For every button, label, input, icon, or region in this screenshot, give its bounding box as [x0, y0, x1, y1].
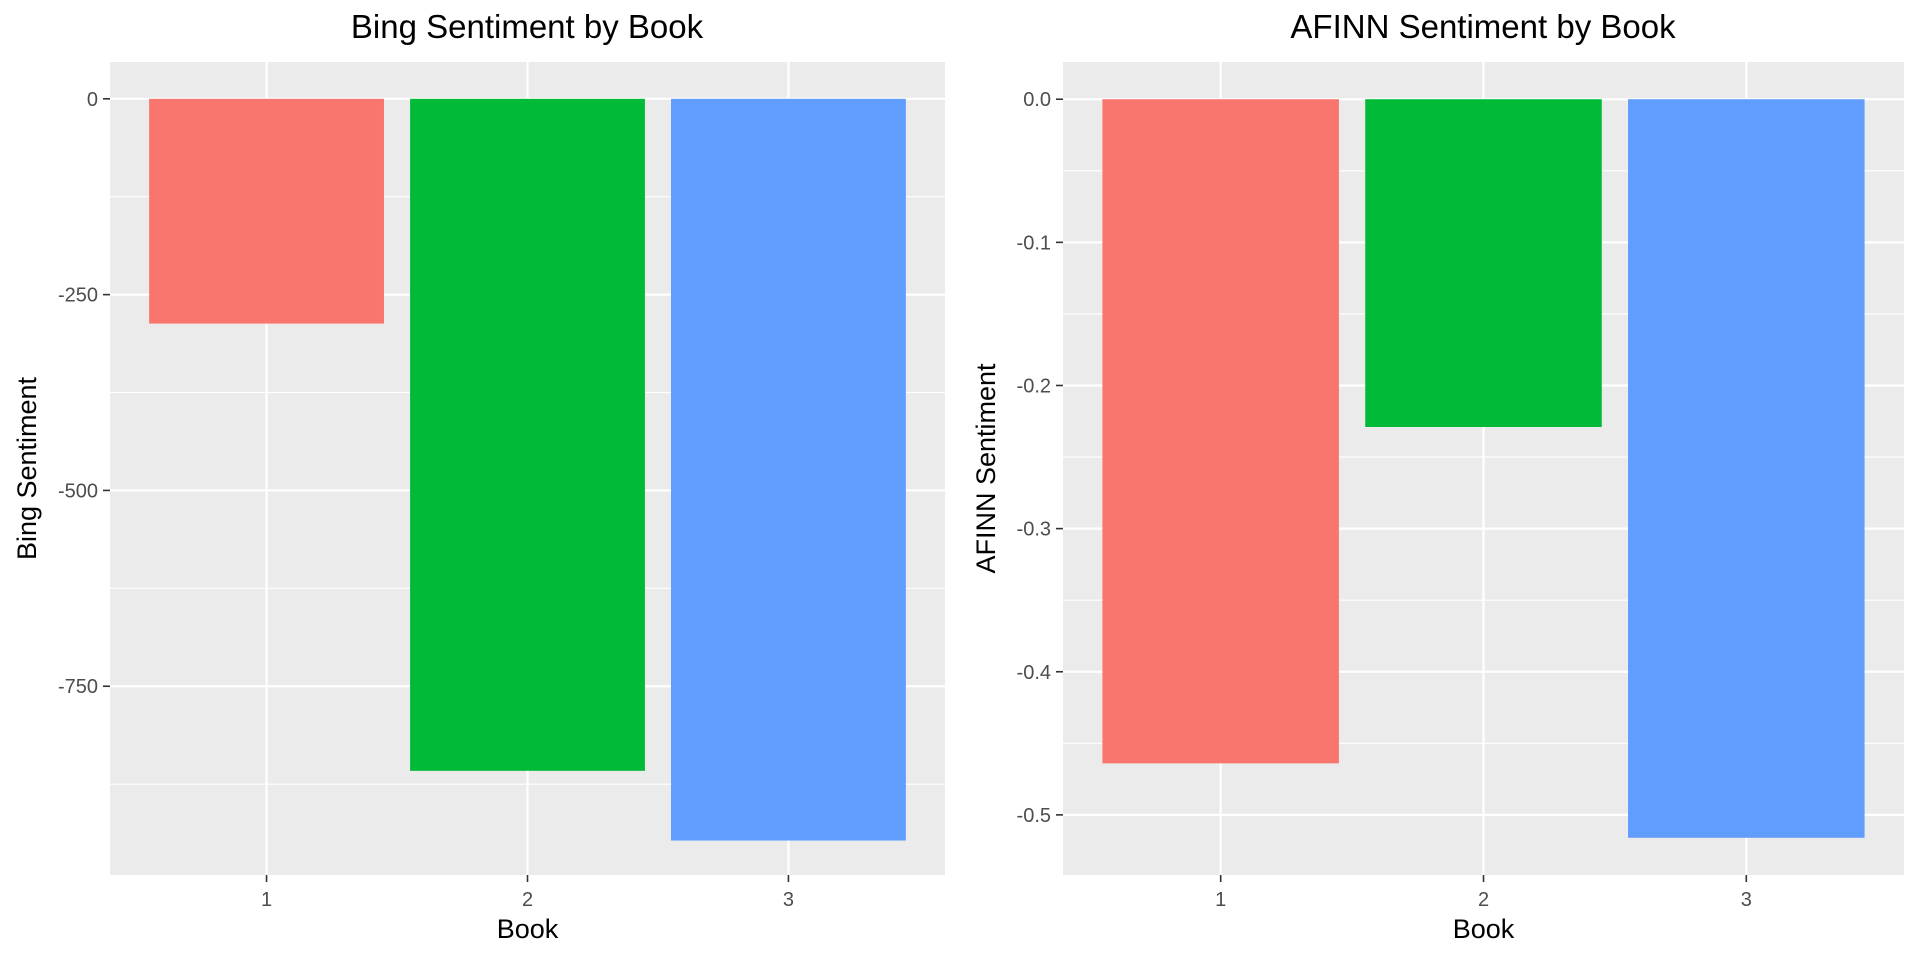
x-tick-label: 1 [1215, 889, 1226, 911]
y-tick-label: -0.3 [1017, 519, 1051, 541]
chart-panel-1: 0 -250 -500 -750 1 2 3 Bing Sentiment by Book Bo… [12, 8, 945, 944]
y-axis-title: AFINN Sentiment [971, 363, 1001, 574]
bar-book-2 [410, 98, 645, 771]
bar-book-2 [1365, 99, 1602, 427]
x-axis-title: Book [1453, 914, 1515, 944]
bar-book-3 [671, 98, 906, 841]
y-tick-label: -0.5 [1017, 805, 1051, 827]
y-tick-label: -0.2 [1017, 375, 1051, 397]
y-tick-label: -250 [58, 285, 98, 307]
chart-title: AFINN Sentiment by Book [1290, 8, 1676, 45]
y-tick-label: -500 [58, 480, 98, 502]
bar-book-1 [149, 98, 384, 324]
x-tick-label: 2 [1478, 889, 1489, 911]
chart-title: Bing Sentiment by Book [351, 8, 704, 45]
x-tick-label: 3 [1741, 889, 1752, 911]
y-tick-label: 0.0 [1023, 89, 1051, 111]
x-tick-label: 1 [261, 889, 272, 911]
x-axis-title: Book [497, 914, 559, 944]
bar-book-3 [1628, 99, 1865, 838]
y-tick-label: -750 [58, 676, 98, 698]
chart-panel-2: 0.0 -0.1 -0.2 -0.3 -0.4 -0.5 1 2 3 AFINN Sentimen… [971, 8, 1904, 944]
y-tick-label: -0.4 [1017, 662, 1051, 684]
y-tick-label: 0 [87, 89, 98, 111]
y-tick-label: -0.1 [1017, 232, 1051, 254]
bar-book-1 [1102, 99, 1339, 764]
x-tick-label: 2 [522, 889, 533, 911]
x-tick-label: 3 [783, 889, 794, 911]
y-axis-title: Bing Sentiment [12, 376, 42, 560]
